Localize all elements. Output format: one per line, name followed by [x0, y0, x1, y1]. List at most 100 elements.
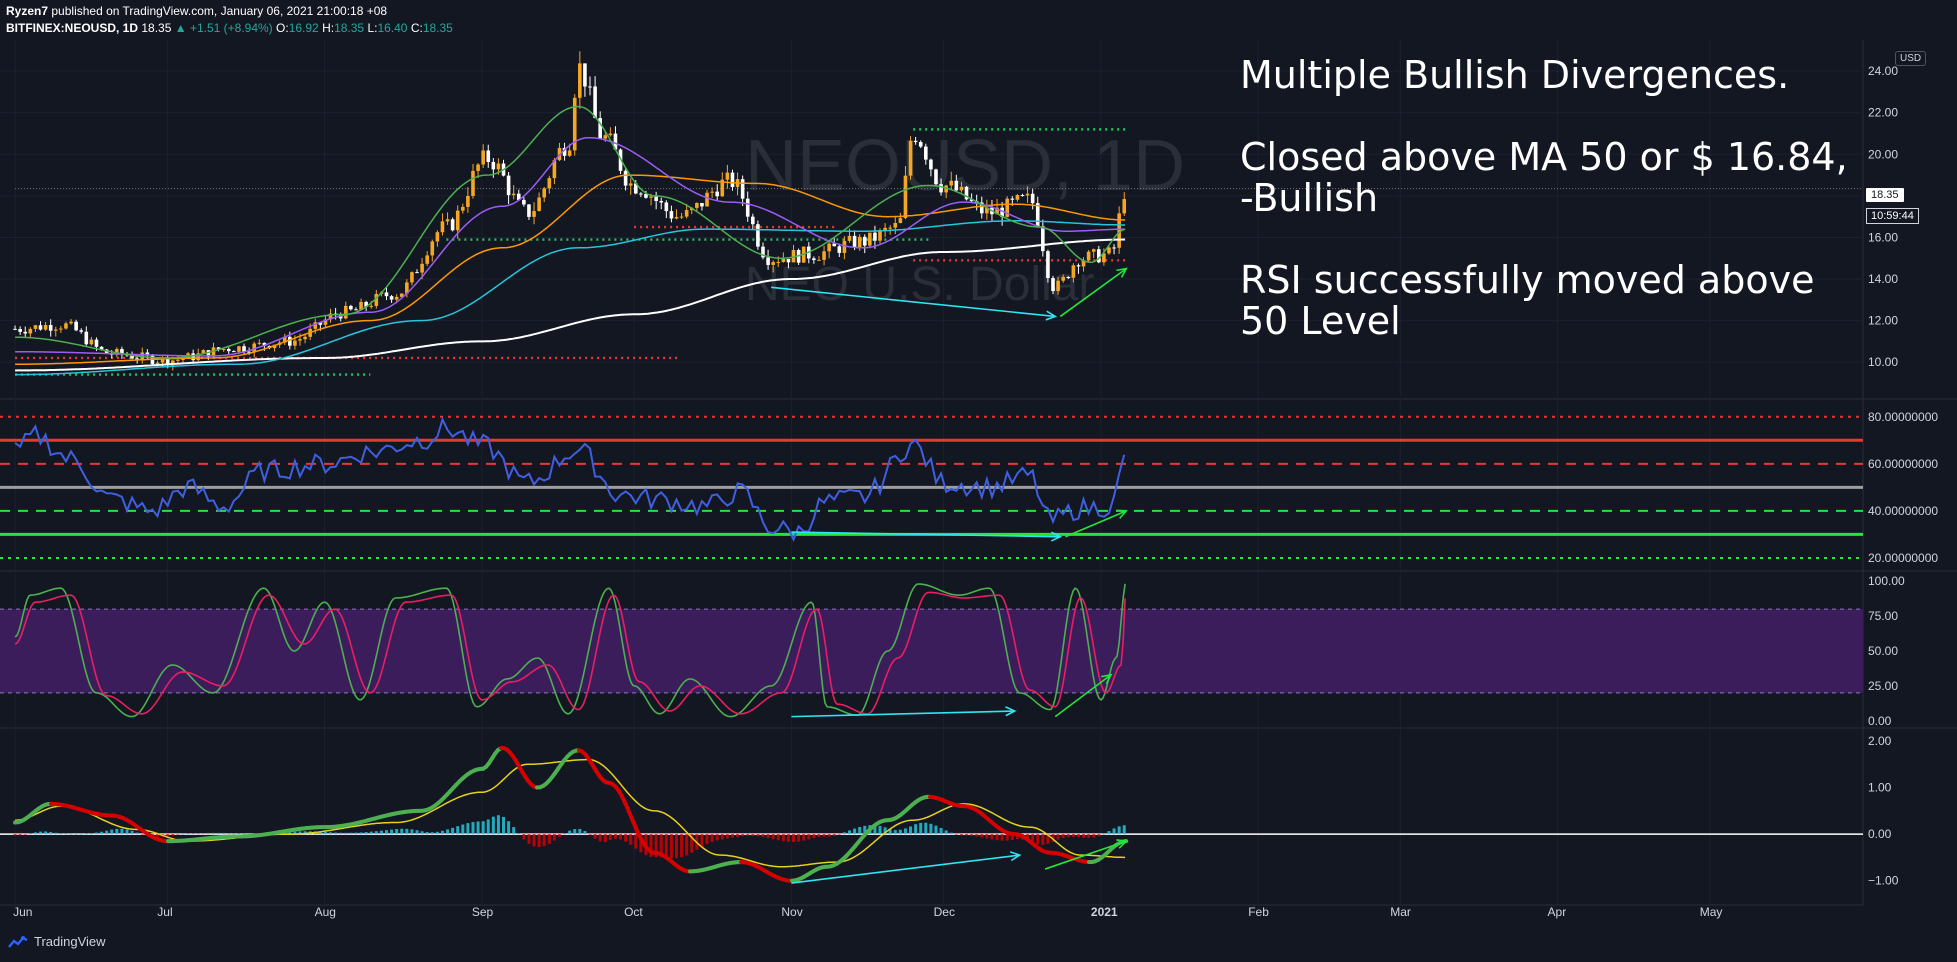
candle-body: [94, 339, 99, 347]
price-tick-label: 10.00: [1868, 355, 1898, 369]
price-divergence-arrow-1: [1059, 267, 1127, 318]
macd-histogram-bar: [329, 832, 333, 835]
candle-body: [664, 202, 669, 212]
macd-histogram-bar: [1005, 834, 1009, 841]
candle-body: [944, 185, 948, 193]
moving-average-ma-21: [15, 136, 1126, 357]
macd-histogram-bar: [537, 834, 541, 848]
candle-body: [822, 251, 826, 260]
candle-body: [751, 216, 755, 225]
macd-histogram-bar: [563, 833, 567, 835]
annotation-line-2: Closed above MA 50 or $ 16.84,: [1240, 135, 1848, 179]
candle-body: [918, 142, 923, 147]
macd-histogram-bar: [659, 834, 663, 858]
macd-histogram-bar: [939, 827, 943, 835]
candle-body: [384, 292, 389, 297]
candle-body: [28, 328, 33, 334]
macd-histogram-bar: [130, 830, 134, 835]
open-label: O:: [276, 21, 289, 35]
candle-body: [1025, 193, 1030, 196]
macd-histogram-bar: [186, 833, 190, 835]
moving-average-ma-9: [15, 105, 1126, 359]
candle-body: [572, 97, 577, 151]
analysis-annotation: Multiple Bullish Divergences. Closed abo…: [1240, 55, 1848, 342]
macd-histogram-bar: [761, 834, 765, 838]
macd-histogram-bar: [837, 834, 841, 835]
x-tick-label: Mar: [1390, 905, 1411, 919]
macd-histogram-bar: [588, 834, 592, 835]
macd-histogram-bar: [1066, 834, 1070, 838]
rsi-line: [14, 416, 1126, 543]
author-name[interactable]: Ryzen7: [6, 4, 49, 18]
macd-histogram-bar: [985, 834, 989, 839]
macd-histogram-bar: [1087, 834, 1091, 838]
macd-histogram-bar: [232, 833, 236, 835]
macd-histogram-bar: [1041, 834, 1045, 845]
candle-body: [471, 170, 475, 196]
macd-histogram-bar: [781, 834, 785, 842]
stoch-tick-label: 100.00: [1868, 574, 1905, 588]
candle-body: [461, 206, 465, 211]
currency-button[interactable]: USD: [1895, 51, 1927, 66]
candle-body: [776, 261, 781, 263]
macd-histogram-bar: [853, 828, 857, 835]
candle-body: [69, 321, 73, 324]
macd-histogram-bar: [298, 831, 302, 835]
macd-histogram-bar: [746, 834, 750, 836]
candle-body: [791, 250, 796, 263]
candle-body: [522, 199, 526, 205]
candle-body: [862, 236, 867, 246]
candle-body: [23, 331, 28, 334]
candle-body: [104, 349, 109, 354]
macd-divergence-arrow-0: [791, 854, 1020, 884]
macd-histogram-bar: [827, 834, 831, 837]
macd-histogram-bar: [924, 822, 928, 835]
candle-body: [430, 241, 435, 256]
macd-histogram-bar: [171, 834, 175, 836]
candle-body: [201, 350, 206, 354]
macd-histogram-bar: [766, 834, 770, 839]
macd-histogram-bar: [425, 832, 429, 835]
macd-histogram-bar: [481, 821, 485, 835]
last-price: 18.35: [141, 21, 172, 35]
macd-histogram-bar: [1051, 834, 1055, 842]
macd-histogram-bar: [400, 828, 404, 835]
macd-tick-label: 1.00: [1868, 781, 1892, 795]
rsi-tick-label: 80.00000000: [1868, 410, 1938, 424]
candle-body: [155, 362, 160, 365]
macd-histogram-bar: [608, 834, 612, 841]
x-tick-label: Feb: [1248, 905, 1269, 919]
macd-histogram-bar: [929, 823, 933, 835]
candle-body: [868, 232, 872, 246]
candle-body: [1091, 249, 1096, 252]
candle-body: [145, 352, 150, 356]
macd-histogram-bar: [990, 834, 994, 840]
candle-body: [328, 313, 333, 320]
macd-histogram-bar: [863, 825, 867, 835]
candle-body: [527, 204, 531, 217]
candle-body: [817, 259, 821, 261]
macd-histogram-bar: [593, 834, 597, 839]
macd-divergence-arrow-0-head: [1009, 851, 1022, 862]
candle-body: [206, 350, 211, 357]
candle-body: [679, 216, 684, 218]
candle-body: [740, 179, 745, 199]
candle-body: [318, 322, 323, 325]
chart-marks: [0, 51, 1863, 884]
macd-histogram-bar: [893, 830, 897, 835]
candle-body: [954, 180, 959, 191]
x-tick-label: Nov: [781, 905, 802, 919]
stoch-divergence-arrow-1-head: [1101, 673, 1113, 684]
macd-histogram-bar: [69, 833, 73, 835]
candle-body: [893, 222, 898, 228]
macd-histogram-bar: [878, 825, 882, 835]
rsi-tick-label: 60.00000000: [1868, 457, 1938, 471]
candle-body: [48, 325, 53, 331]
candle-body: [343, 305, 348, 319]
tradingview-logo[interactable]: TradingView: [8, 934, 106, 949]
macd-histogram-bar: [125, 829, 129, 835]
macd-histogram-bar: [736, 834, 740, 837]
candle-body: [903, 175, 908, 219]
candle-body: [399, 293, 404, 297]
